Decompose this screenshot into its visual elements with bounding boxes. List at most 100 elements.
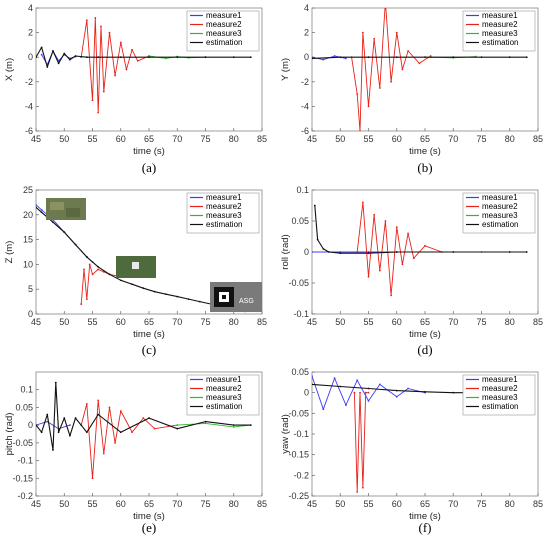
data-point-estimation [46, 66, 49, 68]
data-point-measure2 [88, 263, 91, 266]
data-point-estimation [63, 52, 66, 55]
data-point-estimation [119, 56, 122, 59]
data-point-estimation [232, 424, 235, 427]
y-tick-label: -6 [25, 126, 33, 136]
x-tick-label: 70 [172, 134, 182, 144]
y-tick-label: -6 [301, 126, 309, 136]
legend-box [186, 10, 260, 52]
legend-entry-measure1: measure1 [482, 11, 518, 20]
data-point-estimation [452, 391, 455, 394]
data-point-estimation [85, 56, 88, 59]
legend-entry-measure1: measure1 [206, 11, 242, 20]
series-line-measure1 [312, 375, 426, 410]
x-tick-label: 50 [335, 134, 345, 144]
data-point-estimation [367, 252, 370, 255]
data-point-measure2 [401, 68, 404, 71]
data-point-measure2 [364, 391, 367, 394]
data-point-measure1 [367, 400, 370, 402]
data-point-measure1 [356, 379, 359, 382]
y-tick-label: 0.05 [291, 367, 309, 377]
data-point-estimation [63, 231, 66, 234]
x-tick-label: 65 [420, 134, 430, 144]
series-line-measure2 [351, 8, 431, 131]
data-point-estimation [153, 290, 156, 293]
data-point-estimation [232, 56, 235, 59]
data-point-measure2 [356, 251, 359, 253]
series-line-estimation [314, 205, 527, 254]
data-point-measure2 [390, 294, 392, 297]
data-point-measure2 [85, 402, 88, 405]
panel-label-a: (a) [142, 160, 156, 175]
data-point-measure2 [108, 406, 111, 409]
data-point-estimation [52, 449, 54, 451]
x-tick-label: 60 [116, 499, 126, 509]
data-point-measure1 [339, 251, 342, 253]
panel-label-d: (d) [417, 342, 432, 357]
data-point-estimation [367, 56, 370, 59]
y-tick-label: 25 [23, 185, 33, 195]
data-point-estimation [40, 46, 43, 49]
data-point-measure2 [373, 37, 376, 40]
data-point-measure1 [36, 203, 37, 206]
data-point-estimation [40, 431, 43, 434]
x-tick-label: 45 [307, 134, 317, 144]
x-tick-label: 75 [200, 499, 210, 509]
data-point-estimation [395, 389, 398, 392]
data-point-measure2 [91, 273, 94, 276]
y-tick-label: 15 [23, 235, 33, 245]
data-point-measure1 [46, 420, 49, 423]
data-point-measure2 [80, 303, 83, 305]
data-point-measure2 [114, 441, 116, 444]
x-tick-label: 60 [116, 134, 126, 144]
y-tick-label: 10 [23, 259, 33, 269]
data-point-estimation [69, 58, 71, 61]
legend-entry-estimation: estimation [206, 38, 242, 47]
data-point-estimation [328, 251, 330, 253]
data-point-measure2 [136, 59, 139, 62]
data-point-estimation [198, 300, 201, 303]
x-tick-label: 65 [144, 134, 154, 144]
legend-entry-estimation: estimation [206, 220, 242, 229]
x-tick-label: 45 [307, 499, 317, 509]
x-tick-label: 50 [335, 499, 345, 509]
data-point-estimation [424, 390, 426, 393]
x-axis-label: time (s) [409, 511, 441, 522]
x-tick-label: 70 [172, 499, 182, 509]
legend-entry-measure1: measure1 [482, 375, 518, 384]
data-point-estimation [204, 420, 207, 423]
data-point-measure1 [333, 55, 336, 57]
data-point-estimation [395, 251, 398, 253]
x-tick-label: 60 [116, 317, 126, 327]
y-tick-label: -2 [301, 77, 309, 87]
data-point-measure2 [385, 1, 387, 3]
data-point-measure2 [85, 298, 88, 301]
data-point-measure2 [429, 55, 432, 57]
y-axis-label: Z (m) [4, 241, 15, 264]
photo-patch [50, 202, 64, 210]
data-point-estimation [339, 252, 342, 255]
data-point-measure1 [378, 383, 381, 386]
legend-box [462, 10, 536, 52]
photo-marker [132, 262, 139, 269]
data-point-measure2 [424, 244, 426, 247]
data-point-estimation [119, 279, 122, 282]
data-point-estimation [97, 413, 100, 416]
data-point-measure2 [97, 111, 100, 114]
data-point-measure1 [322, 408, 325, 411]
y-axis-label: pitch (rad) [4, 413, 15, 456]
y-tick-label: -4 [301, 101, 309, 111]
series-group [36, 16, 252, 114]
data-point-estimation [508, 251, 511, 253]
data-point-measure3 [176, 424, 179, 427]
panel-label-c: (c) [142, 342, 156, 357]
data-point-estimation [249, 424, 252, 427]
data-point-estimation [508, 56, 511, 59]
data-point-estimation [54, 381, 57, 384]
x-tick-label: 45 [307, 317, 317, 327]
legend-entry-estimation: estimation [206, 402, 242, 411]
x-tick-label: 75 [476, 317, 486, 327]
y-tick-label: -4 [25, 101, 33, 111]
